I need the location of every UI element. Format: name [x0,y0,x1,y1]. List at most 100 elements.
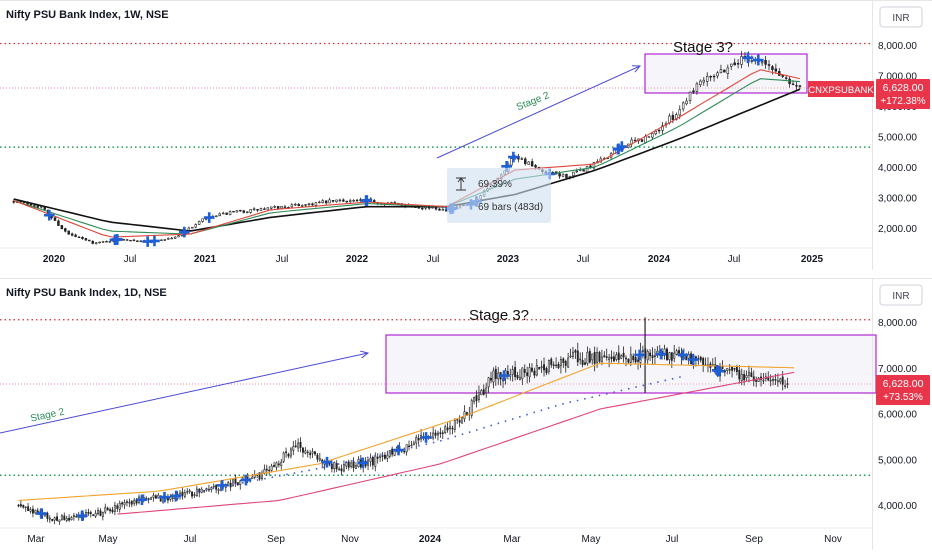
candle-body [458,420,461,423]
x-tick-label: Nov [341,534,359,545]
candle-body [480,390,483,396]
candle-body [147,498,150,500]
stage3-label: Stage 3? [673,39,733,56]
candle-body [318,201,321,204]
candle-body [33,205,36,207]
candle-body [129,239,132,242]
candle-body [259,208,263,211]
candle-body [521,367,524,380]
candle-body [709,75,712,78]
candle-body [70,233,74,236]
candle-body [772,379,775,381]
candle-body [771,66,774,70]
signal-cross [179,226,190,238]
candle-body [171,497,174,500]
candle-body [588,351,591,363]
candle-body [470,400,473,416]
candle-body [776,380,779,383]
signal-cross [240,474,252,486]
candle-body [27,506,30,511]
candle-body [511,369,514,375]
candle-body [181,491,184,496]
candle-body [297,442,300,449]
candle-body [646,351,649,361]
candle-body [106,507,109,511]
candle-body [173,236,177,239]
candle-body [494,368,497,379]
candle-body [412,442,415,446]
candle-body [681,102,685,110]
candle-body [647,136,651,138]
candle-body [545,368,548,374]
candle-body [391,448,394,455]
measure-icon [456,177,466,191]
candle-body [610,356,613,359]
stage2-label: Stage 2 [515,90,551,113]
candle-body [461,417,464,424]
candle-body [34,509,37,514]
candle-body [63,515,66,520]
candle-body [497,372,500,380]
candle-body [215,484,218,490]
candle-body [728,369,731,371]
y-tick-label: 8,000.00 [878,318,917,329]
candle-body [603,355,606,358]
candle-body [338,199,342,202]
candle-body [572,171,575,176]
signal-cross [159,491,170,503]
candle-body [528,367,531,378]
candle-body [439,432,442,434]
candle-body [441,209,445,211]
currency-badge[interactable] [879,284,923,306]
currency-badge[interactable] [879,6,923,28]
candle-body [436,432,439,436]
candle-body [139,240,143,243]
moving-average-black [13,88,801,232]
candle-body [92,514,95,516]
candle-body [403,450,406,453]
candle-body [555,364,558,367]
candle-body [649,352,652,357]
x-tick-label: 2025 [801,254,824,265]
candle-body [702,358,705,365]
currency-label: INR [892,13,909,24]
candle-body [779,378,782,383]
candle-body [530,161,534,167]
candle-body [170,237,173,240]
measure-box [447,168,551,223]
candle-body [633,139,637,142]
candle-body [432,432,435,439]
candle-body [726,367,729,371]
candle-body [275,462,278,468]
candle-body [265,468,268,471]
candle-body [654,130,657,135]
y-tick-label: 3,000.00 [878,194,917,205]
candle-body [617,352,620,361]
candle-body [531,367,533,372]
candle-body [745,375,748,379]
candle-body [712,75,716,78]
candle-body [31,508,34,514]
candle-body [668,352,671,361]
candle-body [723,69,726,73]
candle-body [309,452,312,456]
candle-body [60,225,64,230]
candle-body [376,456,379,459]
candle-body [294,203,297,206]
candle-body [622,352,625,358]
candle-body [729,63,733,67]
signal-cross [687,354,699,365]
candle-body [692,90,695,93]
candle-body [77,236,81,239]
x-tick-label: Sep [745,534,763,545]
candle-body [565,173,568,178]
candle-body [118,502,121,510]
candle-body [526,372,529,376]
candle-body [685,100,688,105]
signal-cross [170,490,182,502]
candle-body [188,490,191,493]
candle-body [702,79,706,83]
candle-body [632,355,635,361]
candle-body [475,395,478,402]
